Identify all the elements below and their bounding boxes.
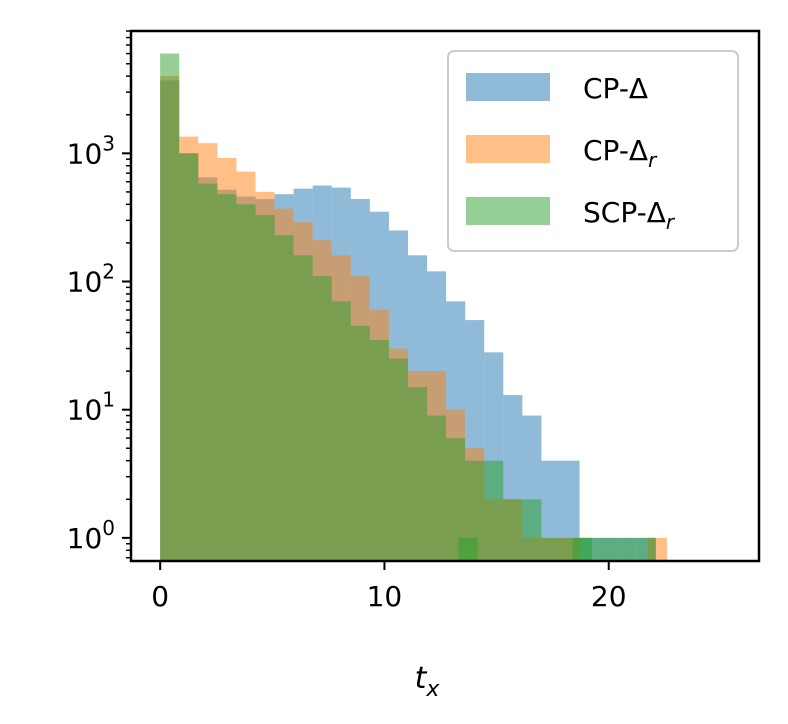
- x-axis-label: tx: [415, 661, 441, 702]
- bar: [446, 438, 466, 561]
- bar: [331, 301, 351, 561]
- legend-label: CP-Δ: [583, 72, 648, 105]
- bar: [617, 537, 637, 561]
- bar: [503, 499, 523, 561]
- bar: [312, 276, 332, 561]
- bar: [572, 537, 592, 561]
- x-axis-ticks: 0 10 20: [151, 561, 627, 613]
- bar: [541, 537, 561, 561]
- bar: [236, 204, 256, 561]
- legend-swatch: [466, 197, 550, 225]
- bar: [458, 537, 478, 561]
- bar: [293, 255, 313, 561]
- y-tick-label: 101: [67, 388, 115, 427]
- histogram-bars: [160, 53, 668, 562]
- y-axis-ticks: 100 101 102 103: [67, 30, 131, 559]
- y-tick-label: 102: [67, 260, 115, 299]
- x-tick-label: 10: [367, 580, 403, 613]
- x-tick-label: 20: [591, 580, 627, 613]
- bar: [388, 358, 408, 561]
- legend-swatch: [466, 135, 550, 163]
- bar: [350, 325, 370, 561]
- bar: [465, 460, 485, 561]
- y-tick-label: 103: [67, 131, 115, 170]
- bar: [160, 53, 180, 561]
- bar: [369, 339, 389, 561]
- bar: [198, 183, 218, 561]
- plot-frame: [129, 29, 761, 563]
- bar: [560, 460, 580, 561]
- bar: [427, 415, 447, 561]
- bar: [274, 235, 294, 562]
- bar: [179, 153, 199, 561]
- legend: CP-Δ CP-Δr SCP-Δr: [447, 50, 739, 252]
- bar: [598, 537, 618, 561]
- bar: [541, 460, 561, 561]
- legend-swatch: [466, 73, 550, 101]
- legend-label: SCP-Δr: [583, 196, 676, 234]
- bar: [636, 537, 656, 561]
- bar: [484, 460, 504, 561]
- y-tick-label: 100: [67, 516, 115, 555]
- bar: [255, 215, 275, 561]
- bar: [522, 499, 542, 561]
- series-2: [160, 53, 656, 562]
- legend-label: CP-Δr: [583, 134, 658, 172]
- x-tick-label: 0: [151, 580, 169, 613]
- bar: [407, 387, 428, 561]
- bar: [217, 194, 237, 561]
